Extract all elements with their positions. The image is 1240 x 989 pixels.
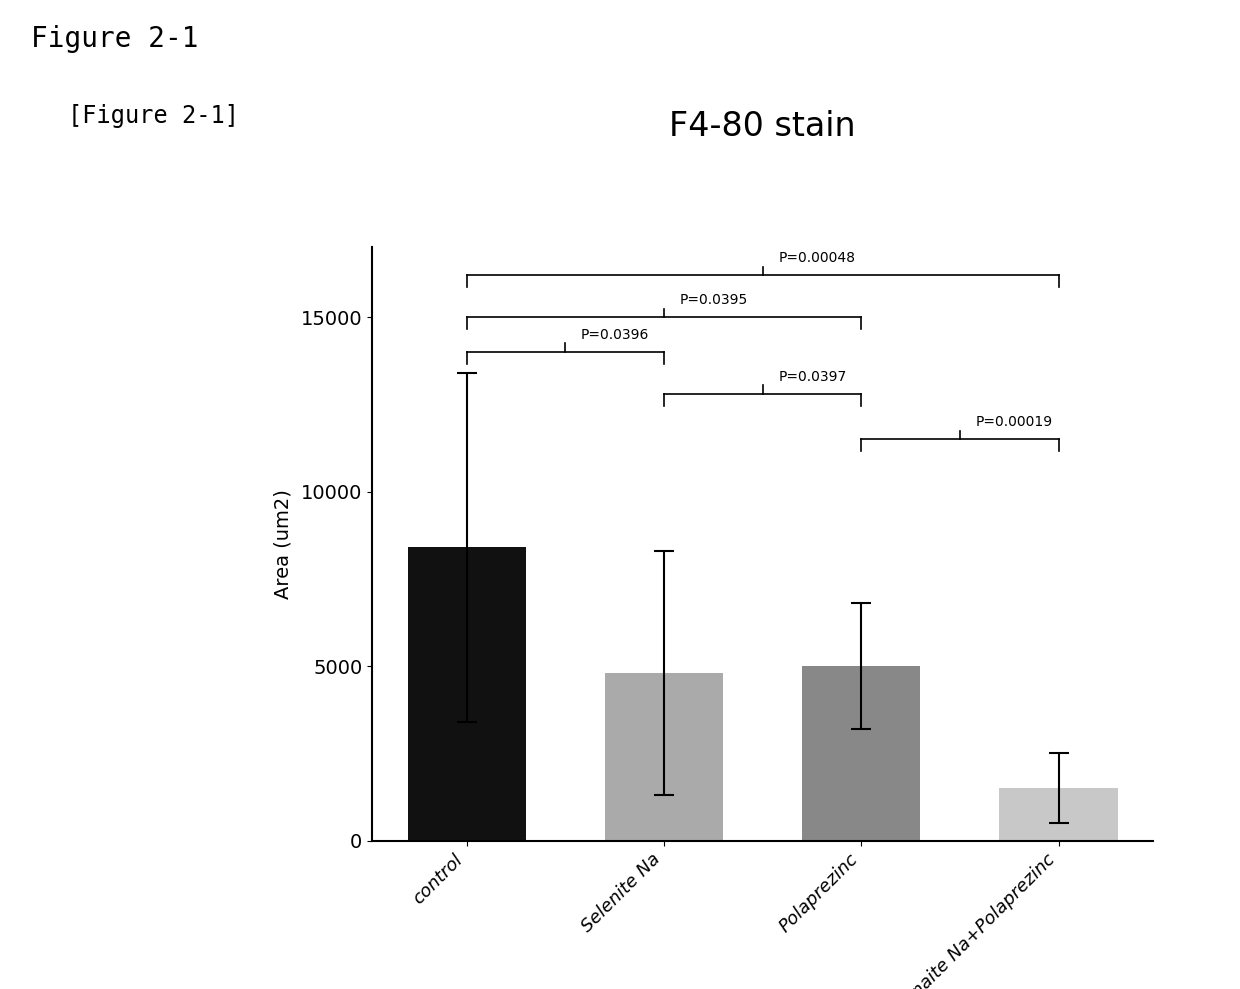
Bar <box>408 548 526 841</box>
Y-axis label: Area (um2): Area (um2) <box>273 489 293 599</box>
Text: P=0.0395: P=0.0395 <box>680 293 748 307</box>
Text: Figure 2-1: Figure 2-1 <box>31 25 198 52</box>
Text: P=0.0396: P=0.0396 <box>582 327 650 341</box>
Bar <box>802 667 920 841</box>
Text: P=0.00048: P=0.00048 <box>779 251 856 265</box>
Text: P=0.0397: P=0.0397 <box>779 370 847 384</box>
Title: F4-80 stain: F4-80 stain <box>670 110 856 143</box>
Bar <box>999 788 1117 841</box>
Bar <box>605 674 723 841</box>
Text: P=0.00019: P=0.00019 <box>976 415 1053 429</box>
Text: [Figure 2-1]: [Figure 2-1] <box>68 104 239 128</box>
